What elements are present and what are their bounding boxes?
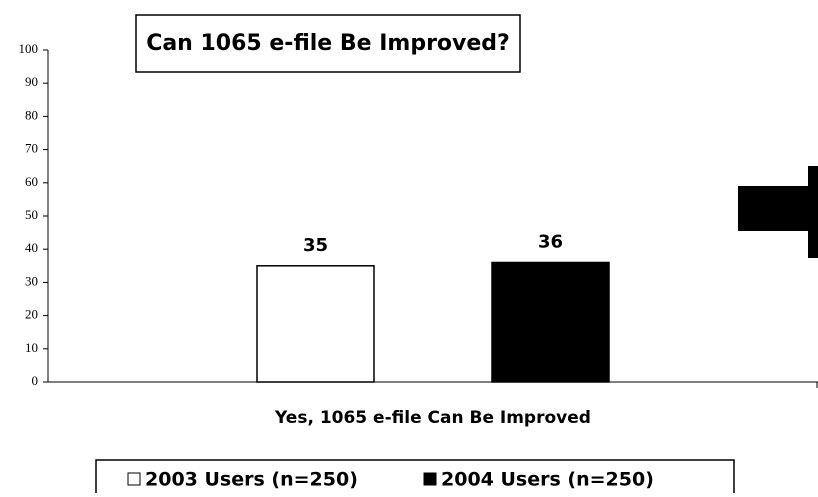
y-tick-label: 0 <box>32 373 39 388</box>
y-tick-label: 90 <box>25 74 38 89</box>
data-label: 35 <box>303 235 328 256</box>
bar <box>491 261 610 383</box>
y-tick-label: 100 <box>19 41 39 56</box>
y-tick-label: 20 <box>25 307 38 322</box>
y-tick-label: 10 <box>25 340 38 355</box>
legend-swatch <box>423 472 437 486</box>
chart-title: Can 1065 e-file Be Improved? <box>146 31 510 56</box>
legend-swatch <box>127 472 141 486</box>
y-tick-label: 30 <box>25 273 38 288</box>
bar <box>256 265 375 383</box>
legend-label: 2003 Users (n=250) <box>145 469 358 491</box>
y-tick-label: 80 <box>25 107 38 122</box>
data-label: 36 <box>538 231 563 252</box>
legend-box <box>95 459 735 497</box>
y-tick-label: 60 <box>25 174 38 189</box>
arrow <box>738 166 818 258</box>
x-tick-label: Yes, 1065 e-file Can Be Improved <box>274 408 591 428</box>
title-box <box>135 14 521 73</box>
y-tick-label: 70 <box>25 141 38 156</box>
y-tick-label: 50 <box>25 207 38 222</box>
y-tick-label: 40 <box>25 240 38 255</box>
legend-label: 2004 Users (n=250) <box>441 469 654 491</box>
